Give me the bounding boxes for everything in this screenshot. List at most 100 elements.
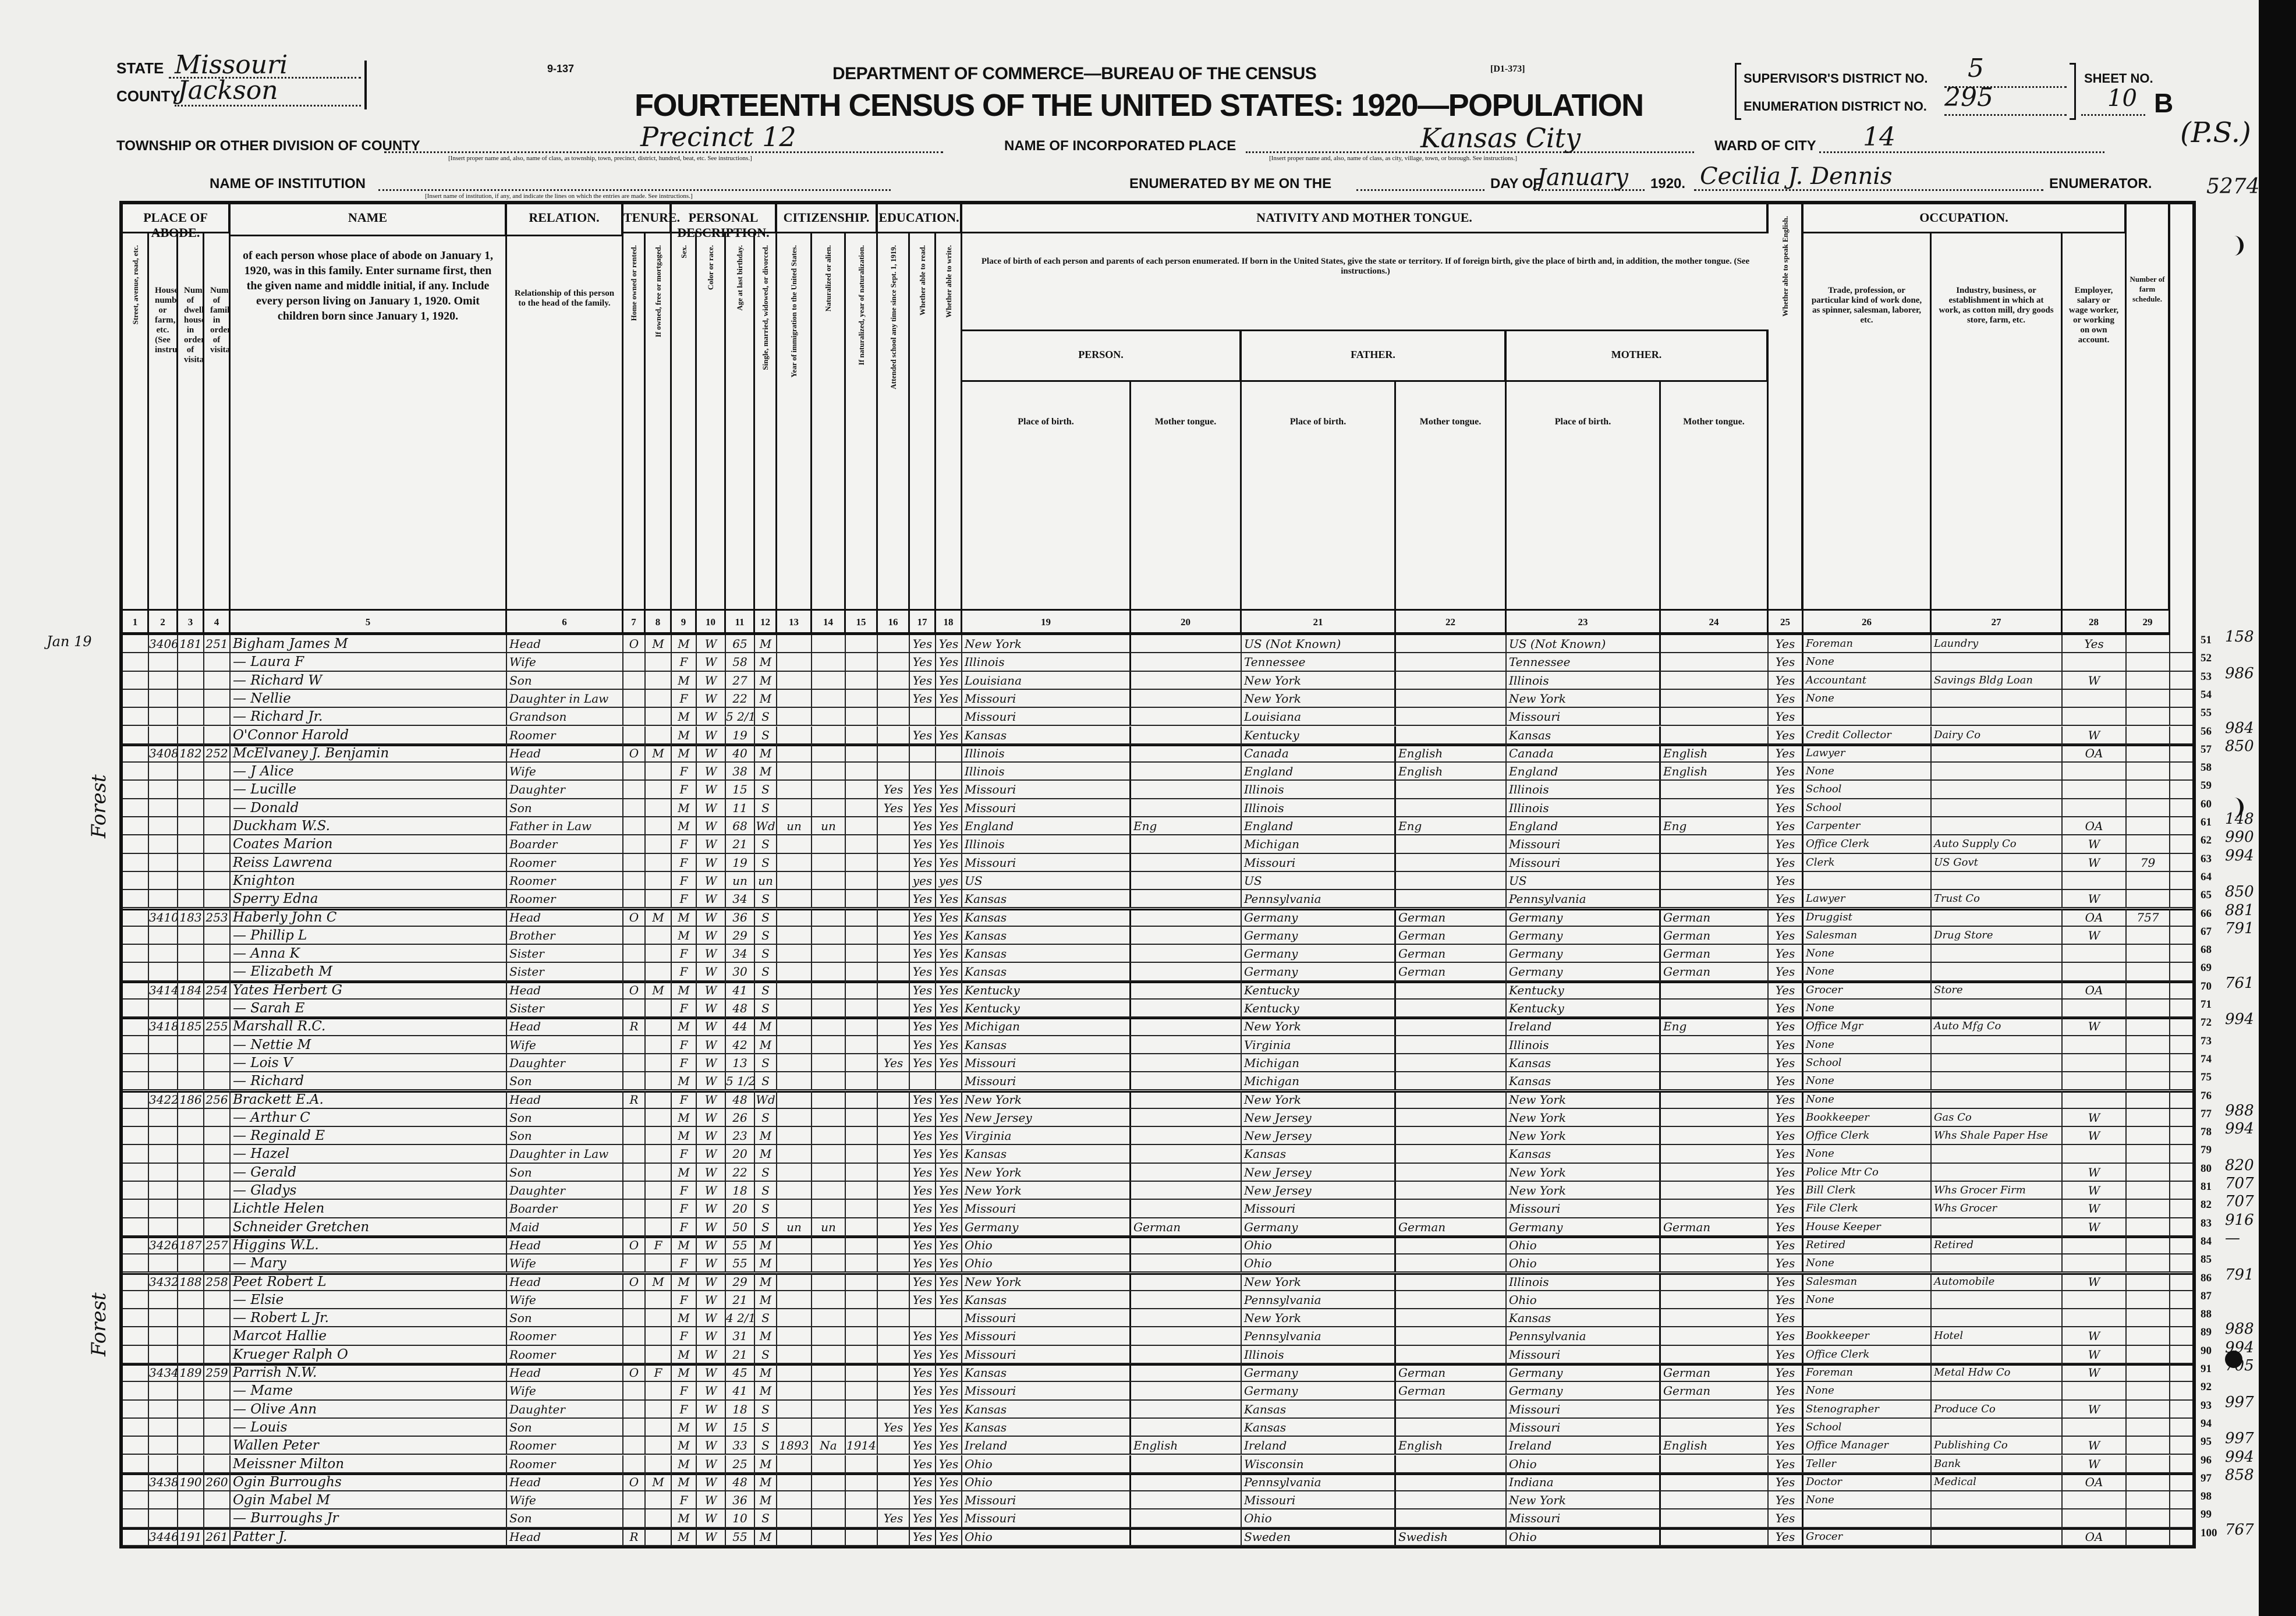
cell-name: Ogin Burroughs (231, 1473, 507, 1491)
cell-street (123, 763, 149, 780)
cell-sex: M (672, 1455, 697, 1472)
cell-farm-schedule (2127, 1254, 2170, 1272)
table-row: Duckham W.S. Father in Law M W 68 Wd un un Yes Ye… (123, 817, 2192, 836)
cell-naturalization-year (846, 1127, 878, 1144)
margin-code: 767 (2225, 1521, 2254, 1539)
cell-dwelling-number (178, 890, 204, 908)
cell-name: — Lucille (231, 781, 507, 798)
cell-write: Yes (936, 1163, 962, 1181)
cell-trade: Office Manager (1804, 1437, 1932, 1454)
cell-immigration-year (777, 1291, 812, 1309)
cell-immigration-year (777, 671, 812, 689)
cell-mother-birthplace: Kentucky (1507, 981, 1661, 998)
cell-industry (1932, 763, 2063, 780)
line-number: 64 (2201, 870, 2212, 883)
cell-father-tongue (1396, 1345, 1507, 1363)
cell-write: Yes (936, 1418, 962, 1436)
cell-street (123, 1254, 149, 1272)
cell-naturalization-year (846, 1072, 878, 1090)
cell-read: Yes (910, 1000, 936, 1017)
cell-speaks-english: Yes (1769, 1327, 1804, 1345)
cell-race: W (697, 1000, 726, 1017)
cell-read: Yes (910, 726, 936, 743)
cell-family-number (204, 1036, 231, 1053)
cell-read: Yes (910, 689, 936, 707)
cell-naturalization-year (846, 1491, 878, 1509)
cell-relation: Roomer (507, 853, 623, 871)
cell-marital: M (755, 689, 777, 707)
table-row: — Gerald Son M W 22 S Yes Yes New York New Jersey… (123, 1163, 2192, 1182)
cell-relation: Head (507, 1364, 623, 1381)
cell-mother-birthplace: Missouri (1507, 1200, 1661, 1217)
cell-naturalized (812, 853, 846, 871)
cell-naturalization-year (846, 1182, 878, 1199)
cell-write: Yes (936, 1345, 962, 1363)
cell-sex: F (672, 1327, 697, 1345)
cell-read: yes (910, 871, 936, 889)
cell-speaks-english: Yes (1769, 926, 1804, 944)
cell-trade: Bookkeeper (1804, 1108, 1932, 1126)
cell-house-number: 3406 (149, 635, 178, 653)
cell-age: 38 (726, 763, 755, 780)
cell-mother-tongue (1131, 1364, 1242, 1381)
cell-sex: F (672, 1054, 697, 1072)
cell-house-number (149, 1309, 178, 1327)
township-note: [Insert proper name and, also, name of c… (448, 155, 752, 162)
cell-farm-schedule (2127, 744, 2170, 762)
cell-trade: Office Clerk (1804, 1345, 1932, 1363)
cell-dwelling-number (178, 1455, 204, 1472)
cell-farm-schedule (2127, 1090, 2170, 1108)
cell-relation: Wife (507, 1254, 623, 1272)
supervisor-label: SUPERVISOR'S DISTRICT NO. (1744, 71, 1928, 86)
cell-farm-schedule (2127, 1072, 2170, 1090)
cell-industry (1932, 1528, 2063, 1545)
cell-mother-tongue (1131, 708, 1242, 725)
cell-industry: Hotel (1932, 1327, 2063, 1345)
cell-name: — Reginald E (231, 1127, 507, 1144)
cell-naturalized (812, 1345, 846, 1363)
line-number: 71 (2201, 998, 2212, 1011)
cell-immigration-year (777, 890, 812, 908)
cell-street (123, 1418, 149, 1436)
cell-dwelling-number (178, 1200, 204, 1217)
cell-family-number: 251 (204, 635, 231, 653)
cell-relation: Son (507, 799, 623, 816)
cell-naturalized (812, 1145, 846, 1163)
cell-birthplace: Kansas (962, 1036, 1131, 1053)
line-number: 51 (2201, 634, 2212, 646)
cell-free-mortgaged (646, 817, 672, 835)
cell-school (878, 708, 910, 725)
cell-mother-tongue (1131, 1309, 1242, 1327)
cell-relation: Boarder (507, 835, 623, 853)
cell-farm-schedule (2127, 981, 2170, 998)
cell-naturalized (812, 1036, 846, 1053)
cell-immigration-year (777, 926, 812, 944)
column-header-label: Number of family in order of visitation. (210, 286, 231, 355)
cell-age: 29 (726, 926, 755, 944)
cell-class-of-worker: OA (2063, 981, 2127, 998)
cell-family-number (204, 763, 231, 780)
cell-mother-tongue-mother (1661, 1182, 1769, 1199)
cell-race: W (697, 1145, 726, 1163)
cell-dwelling-number: 191 (178, 1528, 204, 1545)
cell-home-owned (623, 1054, 646, 1072)
cell-naturalization-year (846, 1345, 878, 1363)
cell-speaks-english: Yes (1769, 890, 1804, 908)
table-row: 3446 191 261 Patter J. Head R M W 55 M Yes Yes Ohio S… (123, 1528, 2192, 1546)
column-number: 16 (878, 609, 910, 635)
cell-name: Reiss Lawrena (231, 853, 507, 871)
cell-birthplace: Kansas (962, 890, 1131, 908)
cell-race: W (697, 1528, 726, 1545)
cell-school (878, 1000, 910, 1017)
cell-sex: M (672, 1418, 697, 1436)
cell-write: Yes (936, 1473, 962, 1491)
table-row: Ogin Mabel M Wife F W 36 M Yes Yes Missouri Misso… (123, 1491, 2192, 1510)
cell-home-owned (623, 1437, 646, 1454)
cell-naturalized (812, 1000, 846, 1017)
cell-name: Lichtle Helen (231, 1200, 507, 1217)
cell-age: 55 (726, 1528, 755, 1545)
cell-mother-birthplace: Ohio (1507, 1254, 1661, 1272)
cell-home-owned (623, 1108, 646, 1126)
cell-family-number: 261 (204, 1528, 231, 1545)
cell-school (878, 1455, 910, 1472)
